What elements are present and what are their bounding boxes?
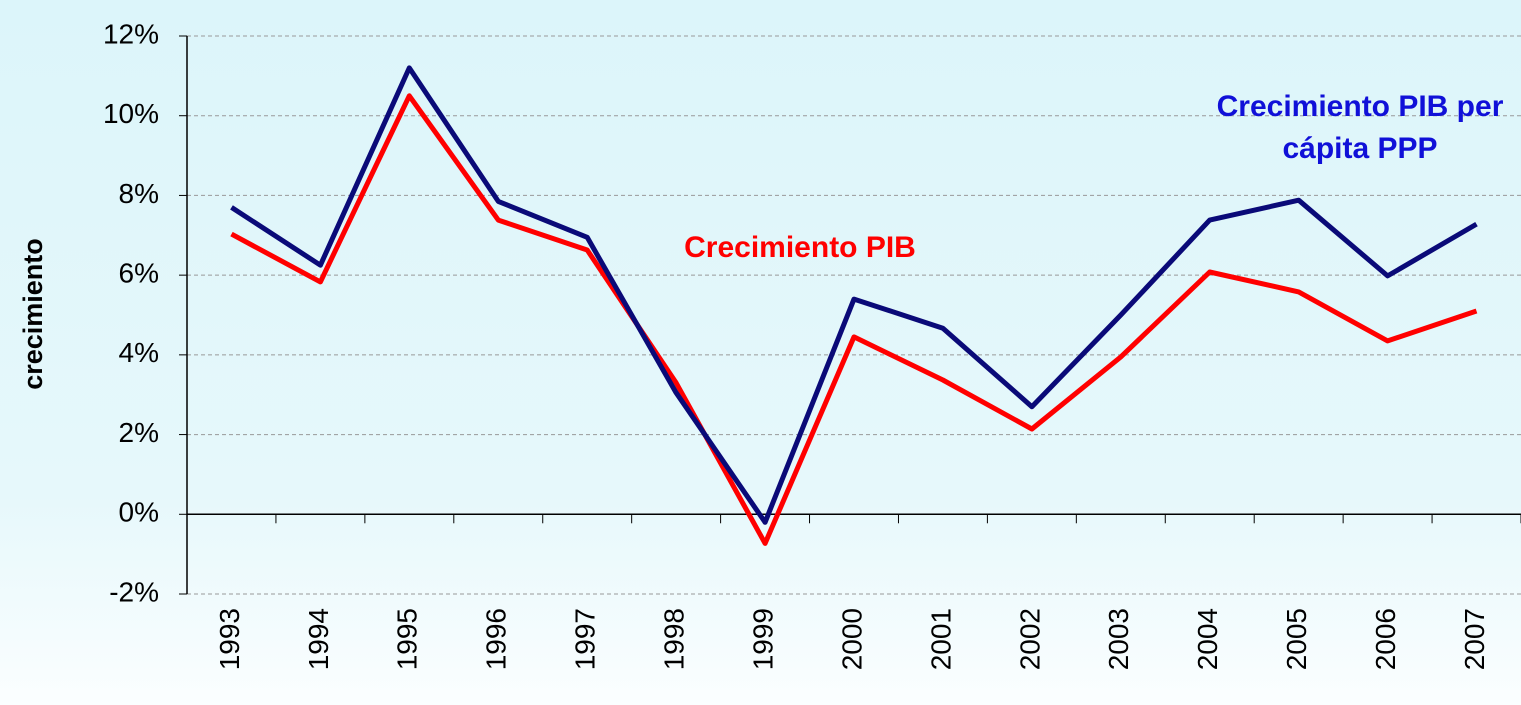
y-axis-label: crecimiento (18, 238, 48, 390)
x-tick-label: 1998 (659, 608, 690, 670)
y-tick-label: -2% (109, 576, 159, 607)
y-tick-label: 8% (119, 178, 159, 209)
series-line (230, 93, 1478, 546)
y-tick-label: 4% (119, 337, 159, 368)
series-label: Crecimiento PIB (684, 231, 916, 264)
y-tick-label: 0% (119, 497, 159, 528)
x-tick-label: 2003 (1103, 608, 1134, 670)
x-tick-label: 1994 (303, 608, 334, 670)
x-tick-label: 1996 (481, 608, 512, 670)
x-tick-label: 2006 (1370, 608, 1401, 670)
x-tick-label: 2005 (1281, 608, 1312, 670)
x-tick-label: 2007 (1459, 608, 1490, 670)
x-tick-label: 2000 (836, 608, 867, 670)
y-tick-label: 6% (119, 258, 159, 289)
x-tick-label: 1999 (747, 608, 778, 670)
x-tick-label: 1993 (214, 608, 245, 670)
series-line (230, 65, 1478, 525)
x-tick-label: 1997 (570, 608, 601, 670)
x-tick-label: 2002 (1014, 608, 1045, 670)
x-tick-label: 2004 (1192, 608, 1223, 670)
y-tick-label: 10% (103, 98, 159, 129)
y-tick-label: 2% (119, 417, 159, 448)
x-tick-label: 2001 (925, 608, 956, 670)
series-label: Crecimiento PIB per cápita PPP (1216, 90, 1504, 165)
x-tick-label: 1995 (392, 608, 423, 670)
y-tick-label: 12% (103, 18, 159, 49)
